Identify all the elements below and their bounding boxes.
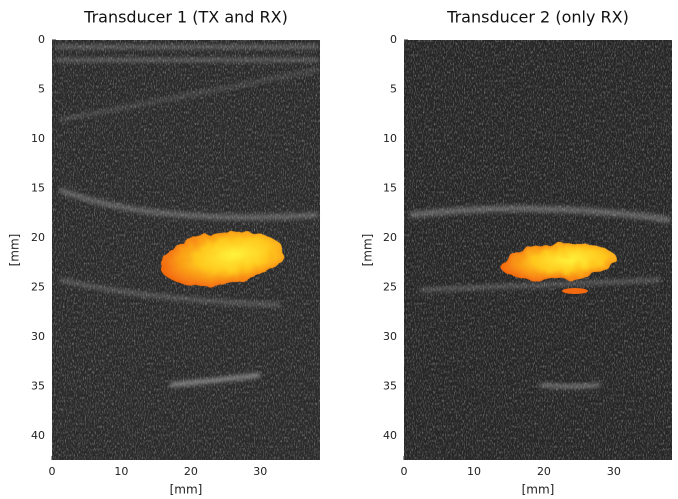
y-tick-label: 15 xyxy=(383,182,397,195)
x-tick-label: 10 xyxy=(467,465,481,478)
x-tick-label: 0 xyxy=(49,465,56,478)
x-tick-label: 30 xyxy=(607,465,621,478)
y-tick-label: 5 xyxy=(390,83,397,96)
y-tick-label: 25 xyxy=(383,281,397,294)
y-tick-label: 40 xyxy=(383,429,397,442)
chart-title: Transducer 2 (only RX) xyxy=(446,8,629,27)
y-tick-label: 10 xyxy=(31,132,45,145)
y-tick-label: 10 xyxy=(383,132,397,145)
chart-title: Transducer 1 (TX and RX) xyxy=(83,8,288,27)
ultrasound-image xyxy=(404,40,672,460)
y-tick-label: 20 xyxy=(383,231,397,244)
y-tick-label: 25 xyxy=(31,281,45,294)
x-axis-label: [mm] xyxy=(170,483,203,497)
y-tick-label: 35 xyxy=(383,380,397,393)
y-tick-label: 35 xyxy=(31,380,45,393)
y-tick-label: 30 xyxy=(383,330,397,343)
y-tick-label: 5 xyxy=(38,83,45,96)
y-axis-label: [mm] xyxy=(361,234,375,267)
x-tick-label: 30 xyxy=(253,465,267,478)
y-tick-label: 15 xyxy=(31,182,45,195)
x-tick-label: 0 xyxy=(401,465,408,478)
figure: Transducer 1 (TX and RX) 0 10 20 30 0 5 10 15 20 2… xyxy=(0,0,678,499)
y-tick-label: 20 xyxy=(31,231,45,244)
x-axis-label: [mm] xyxy=(522,483,555,497)
y-tick-label: 40 xyxy=(31,429,45,442)
ultrasound-image xyxy=(52,40,320,460)
x-tick-label: 20 xyxy=(537,465,551,478)
x-tick-label: 10 xyxy=(114,465,128,478)
y-tick-label: 0 xyxy=(390,33,397,46)
x-tick-label: 20 xyxy=(184,465,198,478)
y-tick-label: 0 xyxy=(38,33,45,46)
y-tick-label: 30 xyxy=(31,330,45,343)
y-axis-label: [mm] xyxy=(8,234,22,267)
